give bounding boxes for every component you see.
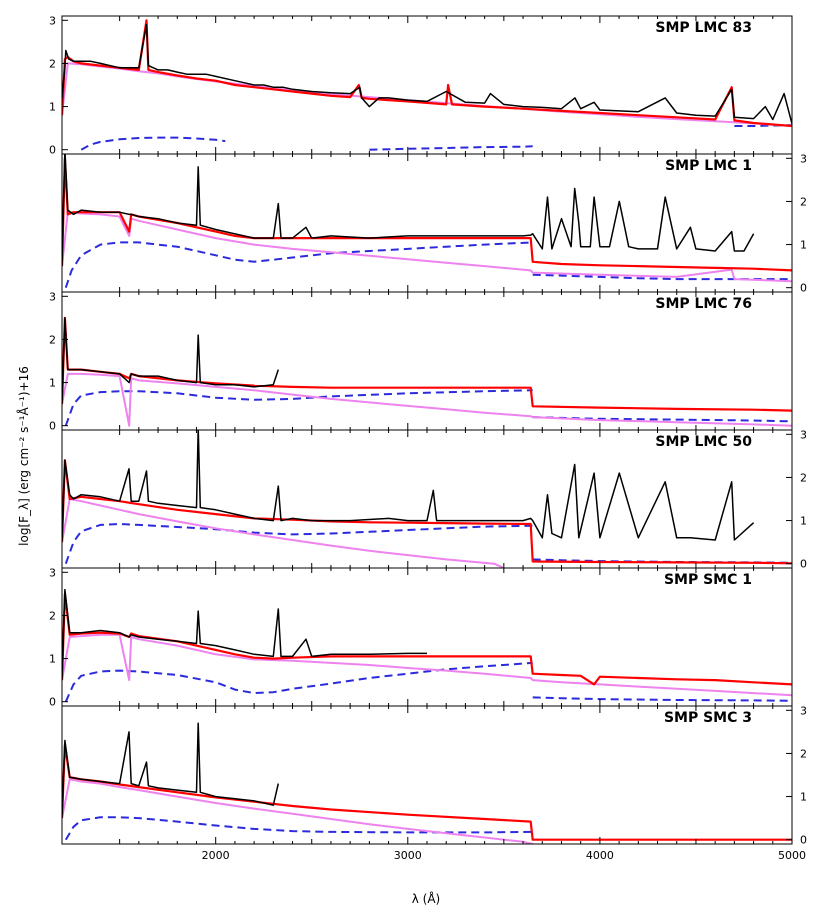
nebular-continuum-2	[532, 696, 792, 702]
y-tick-label: 3	[800, 428, 807, 441]
y-tick-label: 3	[800, 152, 807, 165]
nebular-continuum-1	[64, 241, 533, 289]
total-model	[62, 316, 792, 412]
total-model	[62, 157, 792, 272]
total-model	[62, 592, 792, 686]
panel-6: 0 1 2 3 SMP SMC 3	[61, 704, 807, 847]
panel-5: 0 1 2 3 SMP SMC 1	[49, 566, 793, 709]
y-tick-label: 2	[49, 609, 56, 622]
y-tick-label: 0	[49, 696, 56, 709]
observed-spectrum	[62, 430, 755, 543]
y-tick-label: 0	[49, 420, 56, 433]
y-tick-label: 2	[800, 471, 807, 484]
observed-spectrum	[62, 23, 792, 124]
stellar-continuum	[62, 778, 533, 844]
panel-3: 0 1 2 3 SMP LMC 76	[49, 290, 793, 433]
y-tick-label: 1	[800, 515, 807, 528]
panel-title: SMP SMC 1	[664, 572, 752, 588]
nebular-continuum-1	[64, 661, 533, 703]
panel-2: 0 1 2 3 SMP LMC 1	[61, 152, 807, 295]
panel-frame	[61, 429, 793, 569]
y-tick-label: 1	[49, 653, 56, 666]
panel-title: SMP LMC 50	[655, 434, 752, 450]
panel-1: 0 1 2 3 SMP LMC 83	[49, 14, 793, 157]
y-tick-label: 1	[49, 377, 56, 390]
stellar-continuum	[62, 372, 792, 427]
y-tick-label: 0	[800, 558, 807, 571]
total-model	[62, 459, 792, 565]
nebular-continuum-2	[369, 145, 533, 151]
stellar-continuum	[62, 211, 792, 283]
y-tick-label: 3	[49, 14, 56, 27]
nebular-continuum-1	[64, 389, 533, 427]
y-tick-label: 2	[800, 195, 807, 208]
y-tick-label: 1	[800, 239, 807, 252]
y-tick-label: 3	[49, 290, 56, 303]
x-tick-label: 3000	[394, 849, 422, 862]
y-tick-label: 3	[49, 566, 56, 579]
panel-title: SMP LMC 1	[665, 158, 752, 174]
panel-frame	[61, 15, 793, 155]
nebular-continuum-1	[64, 816, 533, 841]
total-model	[62, 19, 792, 128]
x-tick-label: 2000	[202, 849, 230, 862]
y-tick-label: 1	[49, 101, 56, 114]
observed-spectrum	[62, 722, 280, 819]
y-tick-label: 1	[800, 791, 807, 804]
panel-stack: 0 1 2 3 SMP LMC 83 0 1 2 3 SMP LMC 1 0 1 2 3 SMP LMC 7…	[49, 14, 807, 846]
x-axis: 2000 3000 4000 5000	[202, 849, 806, 862]
y-axis-label: log[F_λ] (erg cm⁻² s⁻¹Å⁻¹)+16	[16, 366, 31, 546]
panel-title: SMP LMC 76	[655, 296, 752, 312]
observed-spectrum	[62, 588, 427, 681]
y-tick-label: 3	[800, 704, 807, 717]
panel-frame	[61, 705, 793, 845]
panel-frame	[61, 567, 793, 707]
x-axis-label: λ (Å)	[412, 891, 441, 906]
nebular-continuum-3	[734, 124, 792, 127]
nebular-continuum-1	[80, 136, 226, 151]
y-tick-label: 0	[800, 282, 807, 295]
observed-spectrum	[62, 317, 280, 405]
stellar-continuum	[62, 633, 792, 697]
observed-spectrum	[62, 154, 755, 267]
y-tick-label: 2	[49, 333, 56, 346]
x-tick-label: 4000	[586, 849, 614, 862]
panel-4: 0 1 2 3 SMP LMC 50	[61, 428, 807, 571]
nebular-continuum-2	[532, 416, 792, 423]
panel-title: SMP LMC 83	[655, 20, 752, 36]
panel-title: SMP SMC 3	[664, 710, 752, 726]
total-model	[62, 743, 792, 841]
nebular-continuum-1	[64, 523, 533, 565]
y-tick-label: 2	[49, 57, 56, 70]
y-tick-label: 2	[800, 747, 807, 760]
y-tick-label: 0	[49, 144, 56, 157]
stellar-continuum	[62, 498, 505, 568]
y-tick-label: 0	[800, 834, 807, 847]
x-tick-label: 5000	[778, 849, 806, 862]
